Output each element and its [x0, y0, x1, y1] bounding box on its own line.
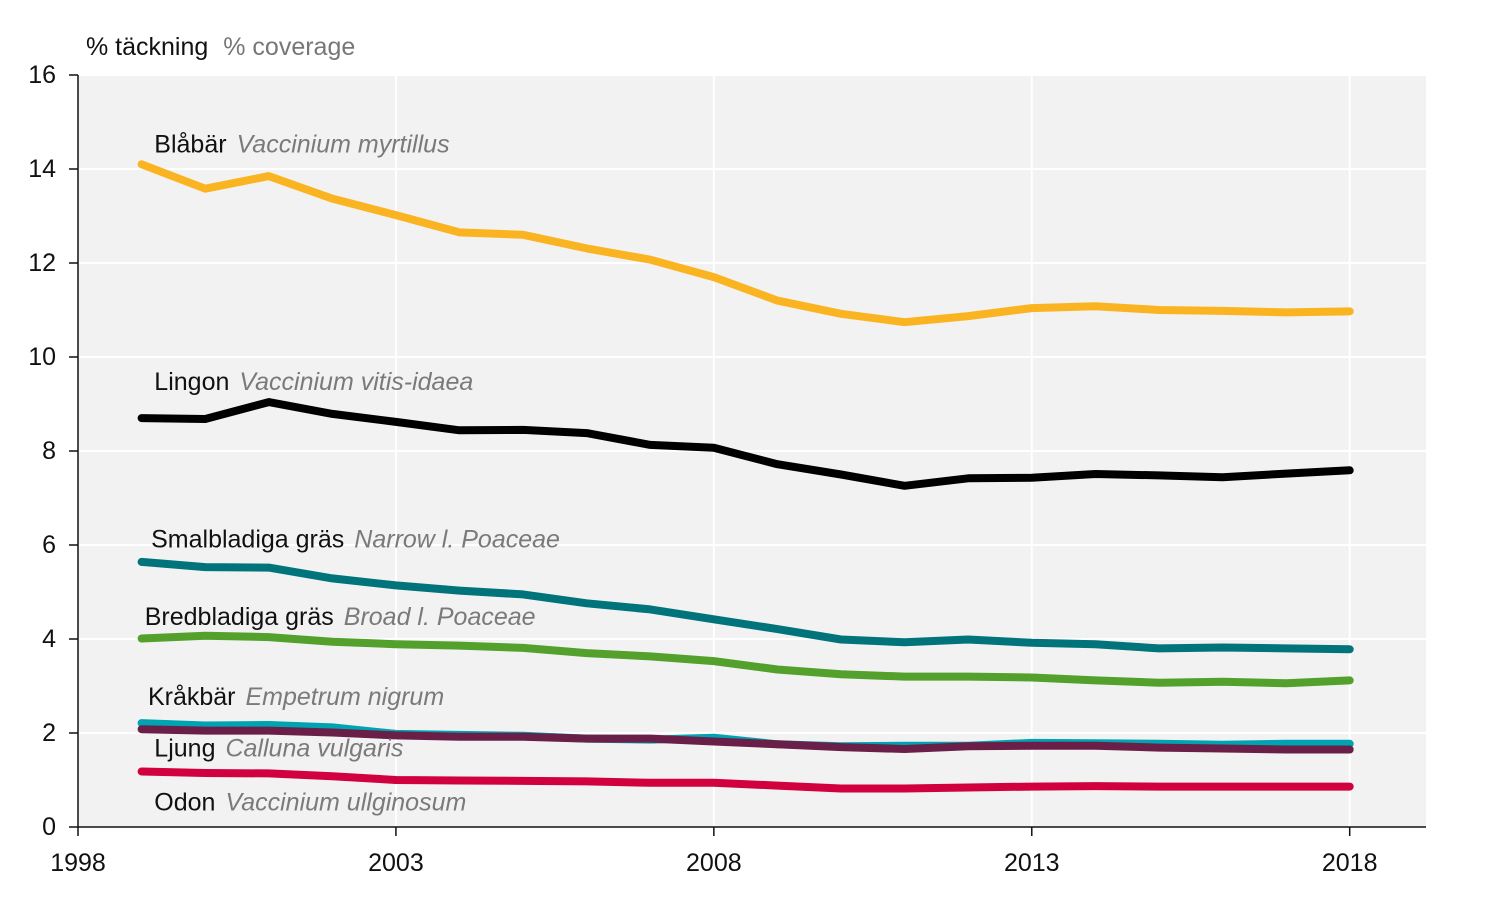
- y-tick-label: 14: [28, 155, 56, 183]
- y-tick-label: 6: [42, 531, 56, 559]
- series-line-lingon: [137, 398, 1354, 490]
- series-label-lingon: Lingon Vaccinium vitis-idaea: [154, 368, 473, 396]
- series-name: Lingon: [154, 368, 229, 396]
- series-labels: Blåbär Vaccinium myrtillus Lingon Vaccinium…: [145, 131, 560, 817]
- series-name: Blåbär: [154, 131, 226, 159]
- series-line-bredbladiga: [137, 631, 1354, 688]
- y-tick-label: 12: [28, 249, 56, 277]
- y-axis-label-main: % täckning: [86, 33, 208, 61]
- series-latin-name: Vaccinium myrtillus: [237, 131, 450, 159]
- series-name: Bredbladiga gräs: [145, 603, 334, 631]
- y-tick-label: 8: [42, 437, 56, 465]
- y-tick-label: 0: [42, 813, 56, 841]
- y-axis-label-sub: % coverage: [223, 33, 355, 61]
- series-line-blabar: [137, 160, 1354, 327]
- x-tick-label: 2013: [1004, 849, 1060, 877]
- y-tick-label: 4: [42, 625, 56, 653]
- x-tick-label: 2018: [1322, 849, 1378, 877]
- series-latin-name: Vaccinium vitis-idaea: [239, 368, 473, 396]
- series-label-krakbar: Kråkbär Empetrum nigrum: [148, 683, 444, 711]
- y-tick-label: 2: [42, 719, 56, 747]
- series-latin-name: Broad l. Poaceae: [344, 603, 536, 631]
- series-label-blabar: Blåbär Vaccinium myrtillus: [154, 131, 449, 159]
- series-latin-name: Calluna vulgaris: [225, 735, 403, 763]
- series-name: Odon: [154, 789, 215, 817]
- series-lines: [137, 160, 1354, 793]
- series-label-bredbladiga: Bredbladiga gräs Broad l. Poaceae: [145, 603, 536, 631]
- series-name: Kråkbär: [148, 683, 236, 711]
- y-tick-label: 10: [28, 343, 56, 371]
- series-line-ljung: [137, 725, 1354, 754]
- x-tick-label: 1998: [50, 849, 106, 877]
- series-name: Smalbladiga gräs: [151, 525, 344, 553]
- series-latin-name: Vaccinium ullginosum: [225, 789, 466, 817]
- y-axis-label: % täckning % coverage: [86, 33, 355, 61]
- axes: 0 2 4 6 8 10 12 14 16 1998 2003 2008 2013 2018: [28, 61, 1426, 877]
- series-label-ljung: Ljung Calluna vulgaris: [154, 735, 403, 763]
- series-line-smalbladiga: [137, 557, 1354, 654]
- series-name: Ljung: [154, 735, 215, 763]
- series-latin-name: Empetrum nigrum: [245, 683, 444, 711]
- series-line-odon: [137, 767, 1354, 793]
- series-label-odon: Odon Vaccinium ullginosum: [154, 789, 466, 817]
- x-tick-label: 2003: [368, 849, 424, 877]
- x-tick-label: 2008: [686, 849, 742, 877]
- series-label-smalbladiga: Smalbladiga gräs Narrow l. Poaceae: [151, 525, 560, 553]
- y-tick-label: 16: [28, 61, 56, 89]
- series-latin-name: Narrow l. Poaceae: [354, 525, 560, 553]
